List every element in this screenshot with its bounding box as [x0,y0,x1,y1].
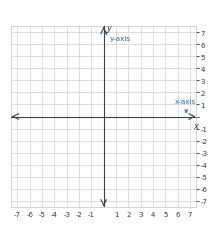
Text: y-axis: y-axis [104,33,131,42]
Text: x: x [194,121,198,130]
Text: x-axis: x-axis [175,98,196,113]
Text: y: y [106,23,111,32]
